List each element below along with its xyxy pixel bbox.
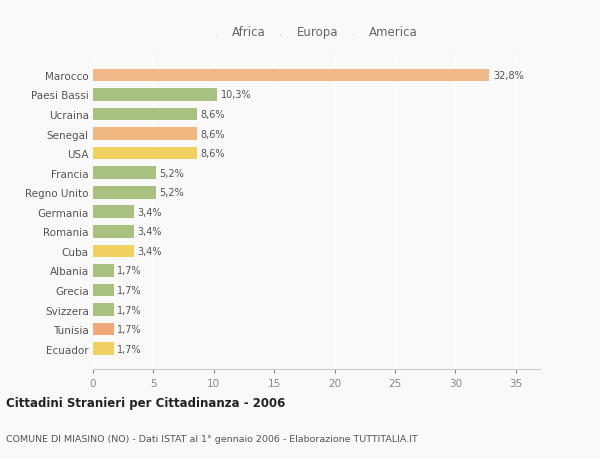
- Bar: [93, 284, 113, 297]
- Text: 5,2%: 5,2%: [160, 188, 184, 198]
- Bar: [93, 186, 156, 199]
- Text: 1,7%: 1,7%: [117, 285, 142, 295]
- Bar: [93, 108, 197, 121]
- Bar: [93, 264, 113, 277]
- Bar: [93, 225, 134, 238]
- Bar: [93, 167, 156, 179]
- Bar: [93, 69, 489, 82]
- Text: COMUNE DI MIASINO (NO) - Dati ISTAT al 1° gennaio 2006 - Elaborazione TUTTITALIA: COMUNE DI MIASINO (NO) - Dati ISTAT al 1…: [6, 434, 418, 442]
- Text: 1,7%: 1,7%: [117, 305, 142, 315]
- Text: 8,6%: 8,6%: [200, 129, 225, 139]
- Bar: [93, 303, 113, 316]
- Bar: [93, 342, 113, 355]
- Text: Cittadini Stranieri per Cittadinanza - 2006: Cittadini Stranieri per Cittadinanza - 2…: [6, 396, 286, 409]
- Text: 3,4%: 3,4%: [138, 227, 162, 237]
- Text: 8,6%: 8,6%: [200, 110, 225, 120]
- Bar: [93, 147, 197, 160]
- Text: 32,8%: 32,8%: [493, 71, 524, 81]
- Text: 1,7%: 1,7%: [117, 266, 142, 276]
- Bar: [93, 89, 217, 101]
- Text: 3,4%: 3,4%: [138, 246, 162, 256]
- Text: 5,2%: 5,2%: [160, 168, 184, 178]
- Legend: Africa, Europa, America: Africa, Europa, America: [215, 26, 418, 39]
- Bar: [93, 323, 113, 336]
- Bar: [93, 206, 134, 218]
- Bar: [93, 245, 134, 257]
- Text: 3,4%: 3,4%: [138, 207, 162, 217]
- Bar: [93, 128, 197, 140]
- Text: 1,7%: 1,7%: [117, 325, 142, 334]
- Text: 1,7%: 1,7%: [117, 344, 142, 354]
- Text: 8,6%: 8,6%: [200, 149, 225, 159]
- Text: 10,3%: 10,3%: [221, 90, 251, 100]
